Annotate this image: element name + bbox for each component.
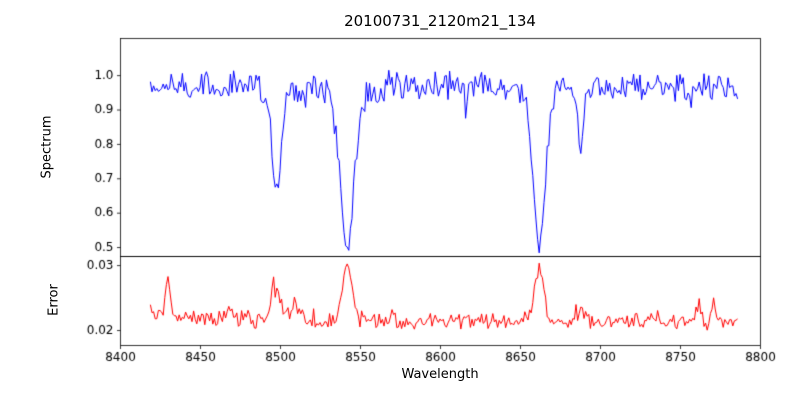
chart-title: 20100731_2120m21_134 bbox=[344, 12, 536, 30]
error-y-axis-label: Error bbox=[46, 284, 62, 316]
x-axis-label: Wavelength bbox=[401, 367, 479, 382]
spectrum-y-axis-label: Spectrum bbox=[39, 115, 55, 179]
